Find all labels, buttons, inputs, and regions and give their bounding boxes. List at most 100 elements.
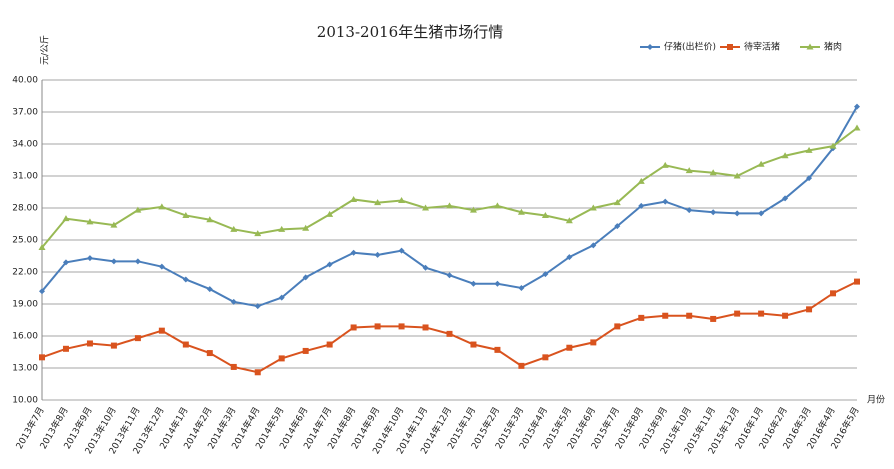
point	[566, 344, 573, 351]
point	[134, 335, 141, 342]
point	[518, 362, 525, 369]
point	[710, 315, 717, 322]
point	[758, 210, 765, 217]
point	[661, 161, 669, 168]
point	[62, 259, 69, 266]
point	[589, 204, 597, 211]
point	[39, 288, 45, 295]
point	[398, 247, 405, 254]
point	[662, 312, 669, 319]
point	[782, 312, 789, 319]
x-axis-label: 月份	[867, 394, 885, 406]
point	[806, 43, 814, 50]
point	[230, 298, 237, 305]
legend-label: 猪肉	[824, 41, 842, 53]
point	[517, 208, 525, 215]
point	[494, 346, 501, 353]
point	[350, 195, 358, 202]
point	[637, 177, 645, 184]
point	[374, 323, 381, 330]
point	[62, 215, 70, 222]
point	[638, 314, 645, 321]
point	[302, 347, 309, 354]
point	[446, 272, 453, 279]
chart-title: 2013-2016年生猪市场行情	[317, 23, 503, 41]
point	[853, 124, 861, 131]
point	[422, 324, 429, 331]
y-tick-label: 31.00	[12, 172, 38, 182]
y-tick-label: 34.00	[12, 140, 38, 150]
point	[733, 172, 741, 179]
point	[206, 286, 213, 293]
point	[541, 211, 549, 218]
point	[647, 44, 653, 50]
point	[134, 206, 142, 213]
point	[494, 280, 501, 287]
point	[806, 306, 813, 313]
point	[709, 169, 717, 176]
point	[734, 310, 741, 317]
point	[254, 303, 261, 310]
point	[374, 199, 382, 206]
series-line	[41, 127, 858, 249]
point	[86, 218, 94, 225]
point	[446, 202, 453, 209]
point	[278, 225, 286, 232]
point	[398, 323, 405, 330]
point	[830, 290, 837, 297]
point	[326, 341, 333, 348]
y-tick-label: 16.00	[12, 332, 38, 342]
point	[446, 330, 453, 337]
point	[566, 254, 573, 261]
point	[206, 216, 214, 223]
y-tick-label: 25.00	[12, 236, 38, 246]
point	[727, 44, 733, 50]
y-tick-label: 40.00	[12, 76, 38, 86]
y-axis-label: 元/公斤	[40, 35, 51, 65]
point	[158, 263, 165, 270]
point	[662, 198, 669, 205]
y-tick-label: 13.00	[12, 364, 38, 374]
series-line	[41, 280, 858, 374]
point	[470, 280, 477, 287]
y-tick-label: 19.00	[12, 300, 38, 310]
point	[110, 221, 118, 228]
point	[374, 251, 381, 258]
point	[854, 103, 860, 110]
point	[134, 258, 141, 265]
point	[614, 323, 621, 330]
point	[350, 324, 357, 331]
point	[86, 255, 93, 262]
point	[734, 210, 741, 217]
point	[302, 274, 309, 281]
point	[782, 195, 789, 202]
point	[398, 197, 406, 204]
point	[422, 204, 430, 211]
point	[278, 355, 285, 362]
point	[39, 354, 45, 361]
point	[757, 160, 765, 167]
point	[278, 294, 285, 301]
point	[326, 210, 334, 217]
y-tick-label: 28.00	[12, 204, 38, 214]
point	[350, 249, 357, 256]
point	[206, 350, 213, 357]
y-tick-label: 22.00	[12, 268, 38, 278]
point	[254, 230, 262, 237]
point	[182, 276, 189, 283]
point	[590, 339, 597, 346]
point	[685, 167, 693, 174]
point	[854, 278, 860, 285]
point	[158, 203, 166, 210]
point	[829, 142, 837, 149]
point	[182, 211, 190, 218]
legend-label: 仔猪(出栏价)	[664, 41, 716, 53]
point	[422, 264, 429, 271]
point	[230, 225, 238, 232]
point	[638, 202, 645, 209]
point	[158, 327, 165, 334]
point	[542, 354, 549, 361]
point	[38, 243, 46, 250]
point	[806, 175, 813, 182]
